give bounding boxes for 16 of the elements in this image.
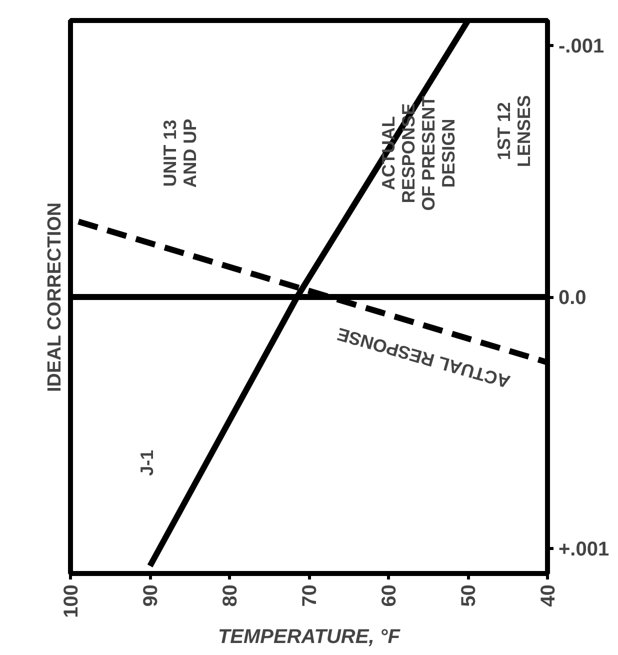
- x-tick-label: 40: [538, 584, 560, 607]
- x-tick-label: 70: [299, 584, 321, 607]
- x-tick-label: 50: [458, 584, 480, 607]
- x-tick-label: 60: [378, 584, 400, 607]
- annotation: J-1: [136, 450, 157, 476]
- text: IDEAL CORRECTION: [44, 202, 66, 392]
- x-tick-label: 100: [60, 584, 82, 618]
- x-axis-title: TEMPERATURE, °F: [218, 626, 401, 648]
- y-tick-label: +.001: [558, 538, 610, 560]
- x-tick-label: 90: [140, 584, 162, 607]
- y-tick-label: -.001: [558, 36, 604, 58]
- annotation: 1ST 12 LENSES: [494, 95, 534, 168]
- x-tick-label: 80: [220, 584, 242, 607]
- y-tick-label: 0.0: [558, 287, 586, 309]
- annotation: ACTUAL RESPONSE OF PRESENT DESIGN: [378, 96, 459, 211]
- annotation: UNIT 13 AND UP: [160, 118, 200, 188]
